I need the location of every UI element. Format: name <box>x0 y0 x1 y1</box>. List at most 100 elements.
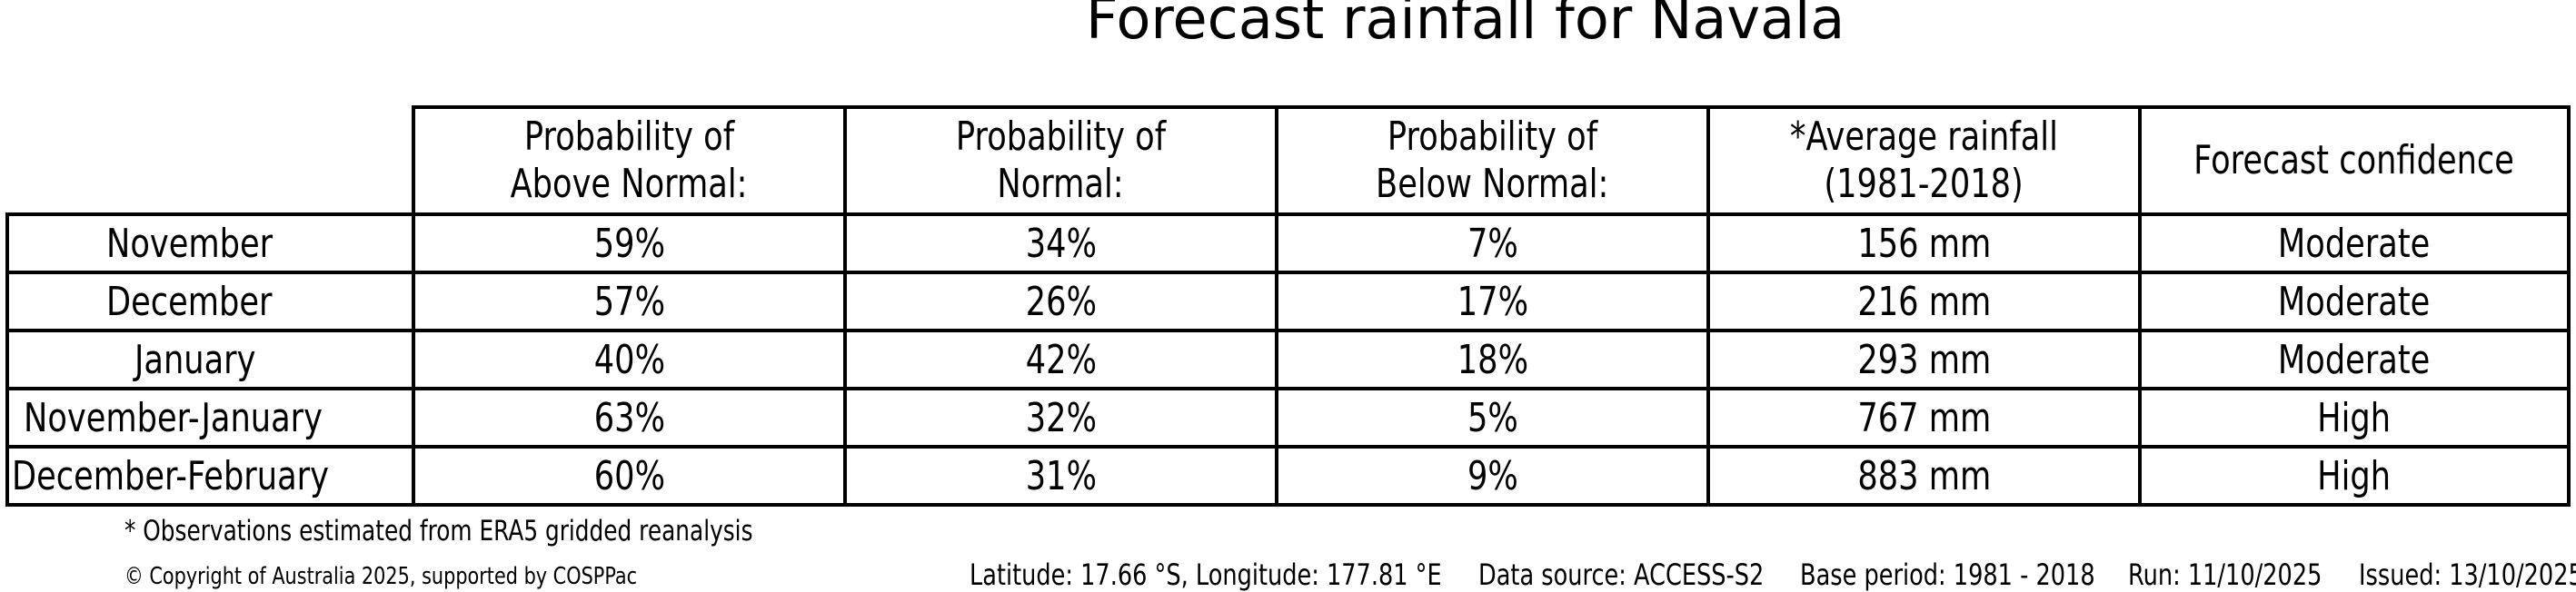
meta-data-source: Data source: ACCESS-S2 <box>1478 560 1835 589</box>
value-cell: 5% <box>1275 387 1710 449</box>
footnote: * Observations estimated from ERA5 gridd… <box>124 518 910 546</box>
header-text: *Average rainfall <box>1790 113 2058 160</box>
col-header-average-rainfall: *Average rainfall (1981-2018) <box>1706 105 2142 216</box>
header-line: (1981-2018) <box>1710 161 2138 208</box>
value-cell: 216 mm <box>1706 271 2142 332</box>
meta-base-period: Base period: 1981 - 2018 <box>1800 560 2169 589</box>
corner-cell <box>7 107 413 214</box>
value-text: 34% <box>1025 220 1097 267</box>
value-cell: 57% <box>412 271 847 332</box>
row-label-text: November-January <box>23 394 323 441</box>
header-line: Probability of <box>415 113 843 161</box>
value-text: 31% <box>1025 452 1097 499</box>
meta-run-date: Run: 11/10/2025 <box>2128 560 2371 589</box>
value-text: 216 mm <box>1857 278 1991 325</box>
value-text: 7% <box>1467 220 1518 267</box>
value-text: 40% <box>593 336 665 383</box>
header-line: Below Normal: <box>1278 161 1706 208</box>
meta-location-text: Latitude: 17.66 °S, Longitude: 177.81 °E <box>970 557 1442 592</box>
value-cell: 883 mm <box>1706 445 2142 507</box>
row-label: November <box>5 212 415 274</box>
value-text: 17% <box>1457 278 1528 325</box>
header-line: Forecast confidence <box>2142 137 2567 184</box>
header-text: Probability of <box>523 113 735 160</box>
value-cell: 40% <box>412 329 847 390</box>
header-text: Forecast confidence <box>2193 137 2515 183</box>
value-text: Moderate <box>2278 336 2431 383</box>
value-text: 60% <box>593 452 665 499</box>
value-cell: 31% <box>843 445 1278 507</box>
copyright-text: © Copyright of Australia 2025, supported… <box>124 565 765 588</box>
value-cell: 32% <box>843 387 1278 449</box>
value-cell: 9% <box>1275 445 1710 507</box>
value-text: High <box>2317 394 2392 441</box>
meta-base-period-text: Base period: 1981 - 2018 <box>1800 557 2095 592</box>
row-label-text: December <box>106 278 273 325</box>
col-header-above-normal: Probability of Above Normal: <box>412 105 847 216</box>
row-label: January <box>5 329 415 390</box>
value-text: 9% <box>1467 452 1518 499</box>
value-cell: 7% <box>1275 212 1710 274</box>
value-cell: Moderate <box>2138 329 2571 390</box>
value-text: High <box>2317 452 2392 499</box>
value-cell: 59% <box>412 212 847 274</box>
value-text: 32% <box>1025 394 1097 441</box>
value-cell: Moderate <box>2138 271 2571 332</box>
meta-data-source-text: Data source: ACCESS-S2 <box>1478 557 1765 592</box>
value-text: 59% <box>593 220 665 267</box>
header-line: Probability of <box>847 113 1275 161</box>
table-row-january: January 40% 42% 18% 293 mm Moderate <box>5 329 2571 390</box>
copyright-label: © Copyright of Australia 2025, supported… <box>124 563 638 590</box>
col-header-forecast-confidence: Forecast confidence <box>2138 105 2571 216</box>
value-text: 156 mm <box>1857 220 1991 267</box>
forecast-table: Probability of Above Normal: Probability… <box>5 105 2571 507</box>
header-line: Normal: <box>847 161 1275 208</box>
row-label-text: January <box>134 336 256 383</box>
row-label: December-February <box>5 445 415 507</box>
value-text: 767 mm <box>1857 394 1991 441</box>
table-row-november-january: November-January 63% 32% 5% 767 mm High <box>5 387 2571 449</box>
header-text: Normal: <box>997 161 1125 207</box>
header-line: Probability of <box>1278 113 1706 161</box>
meta-issued-date-text: Issued: 13/10/2025 <box>2359 557 2576 592</box>
value-cell: 293 mm <box>1706 329 2142 390</box>
col-header-below-normal: Probability of Below Normal: <box>1275 105 1710 216</box>
header-text: Below Normal: <box>1376 161 1609 207</box>
col-header-normal: Probability of Normal: <box>843 105 1278 216</box>
row-label-text: December-February <box>12 452 330 499</box>
value-text: Moderate <box>2278 278 2431 325</box>
table-row-december: December 57% 26% 17% 216 mm Moderate <box>5 271 2571 332</box>
value-cell: 767 mm <box>1706 387 2142 449</box>
header-line: *Average rainfall <box>1710 113 2138 161</box>
value-cell: 63% <box>412 387 847 449</box>
value-cell: 156 mm <box>1706 212 2142 274</box>
value-text: 63% <box>593 394 665 441</box>
table-row-november: November 59% 34% 7% 156 mm Moderate <box>5 212 2571 274</box>
value-text: 42% <box>1025 336 1097 383</box>
header-line: Above Normal: <box>415 161 843 208</box>
value-text: 883 mm <box>1857 452 1991 499</box>
value-text: 26% <box>1025 278 1097 325</box>
row-label-text: November <box>106 220 274 267</box>
table-row-december-february: December-February 60% 31% 9% 883 mm High <box>5 445 2571 507</box>
header-text: Probability of <box>955 113 1167 160</box>
value-text: Moderate <box>2278 220 2431 267</box>
row-label: December <box>5 271 415 332</box>
value-cell: 18% <box>1275 329 1710 390</box>
meta-location: Latitude: 17.66 °S, Longitude: 177.81 °E <box>970 560 1560 589</box>
value-text: 57% <box>593 278 665 325</box>
value-cell: High <box>2138 445 2571 507</box>
figure-title: Forecast rainfall for Navala <box>1086 0 1845 52</box>
table-header-row: Probability of Above Normal: Probability… <box>7 105 2571 216</box>
meta-run-date-text: Run: 11/10/2025 <box>2128 557 2322 592</box>
value-cell: 42% <box>843 329 1278 390</box>
meta-issued-date: Issued: 13/10/2025 <box>2359 560 2576 589</box>
value-cell: 26% <box>843 271 1278 332</box>
value-text: 18% <box>1457 336 1528 383</box>
footnote-text: * Observations estimated from ERA5 gridd… <box>124 515 753 548</box>
header-text: (1981-2018) <box>1824 161 2024 207</box>
value-text: 293 mm <box>1857 336 1991 383</box>
value-cell: 34% <box>843 212 1278 274</box>
value-cell: 60% <box>412 445 847 507</box>
